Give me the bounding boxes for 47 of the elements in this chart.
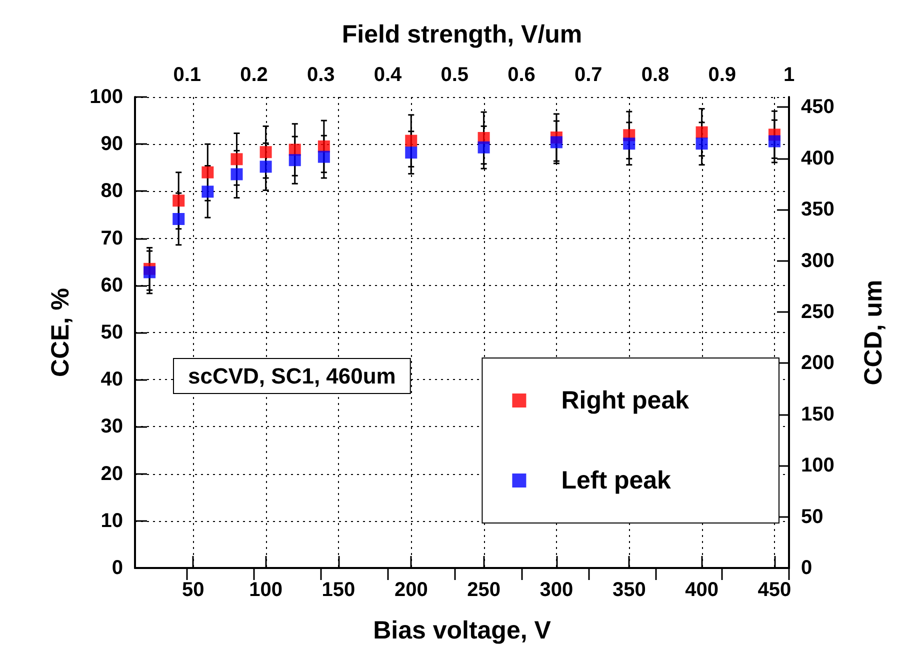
annotation: scCVD, SC1, 460um bbox=[188, 364, 396, 388]
x-tick-label: 300 bbox=[540, 579, 574, 601]
x-tick-label: 50 bbox=[182, 579, 204, 601]
y-tick-label: 30 bbox=[100, 416, 123, 438]
x2-tick-label: 0.3 bbox=[306, 64, 335, 86]
y2-tick-label: 300 bbox=[801, 250, 834, 272]
x2-tick-label: 1 bbox=[783, 64, 795, 86]
x2-tick-label: 0.5 bbox=[440, 64, 469, 86]
y2-tick-label: 350 bbox=[801, 198, 834, 221]
x-tick-label: 200 bbox=[394, 579, 428, 601]
y-tick-label: 0 bbox=[112, 557, 123, 579]
x2-tick-label: 0.9 bbox=[708, 64, 736, 86]
y-tick-label: 40 bbox=[100, 368, 123, 391]
y2-tick-label: 200 bbox=[801, 352, 834, 374]
y2-axis-title: CCD, um bbox=[860, 280, 888, 386]
y2-tick-label: 150 bbox=[801, 403, 834, 426]
x-axis-title: Bias voltage, V bbox=[373, 616, 552, 644]
y-tick-label: 70 bbox=[100, 227, 123, 250]
x-tick-label: 100 bbox=[249, 579, 282, 601]
y2-tick-label: 450 bbox=[801, 96, 834, 118]
x2-axis-title: Field strength, V/um bbox=[342, 20, 582, 48]
x2-tick-label: 0.4 bbox=[374, 64, 403, 86]
legend-label: Left peak bbox=[561, 466, 672, 494]
x2-tick-label: 0.2 bbox=[240, 64, 268, 86]
x-tick-label: 250 bbox=[467, 579, 500, 601]
x2-tick-label: 0.6 bbox=[508, 64, 536, 86]
x2-tick-label: 0.1 bbox=[173, 64, 202, 86]
y-tick-label: 10 bbox=[100, 510, 123, 532]
y-axis-title: CCE, % bbox=[46, 288, 74, 377]
x-tick-label: 350 bbox=[612, 579, 646, 601]
y-tick-label: 100 bbox=[90, 86, 123, 108]
y-tick-label: 90 bbox=[100, 133, 123, 156]
y-tick-label: 50 bbox=[100, 322, 123, 344]
y2-tick-label: 100 bbox=[801, 454, 834, 477]
legend-label: Right peak bbox=[561, 386, 690, 414]
y2-tick-label: 250 bbox=[801, 301, 834, 324]
y2-tick-label: 50 bbox=[801, 506, 824, 528]
y-tick-label: 20 bbox=[100, 462, 123, 485]
y-tick-label: 80 bbox=[100, 180, 123, 202]
x2-tick-label: 0.8 bbox=[641, 64, 670, 86]
x-tick-label: 450 bbox=[758, 579, 792, 601]
y2-tick-label: 400 bbox=[801, 147, 834, 170]
x-tick-label: 150 bbox=[322, 579, 356, 601]
y-tick-label: 60 bbox=[100, 274, 123, 296]
y2-tick-label: 0 bbox=[801, 557, 812, 579]
x2-tick-label: 0.7 bbox=[574, 64, 602, 86]
x-tick-label: 400 bbox=[685, 579, 718, 601]
